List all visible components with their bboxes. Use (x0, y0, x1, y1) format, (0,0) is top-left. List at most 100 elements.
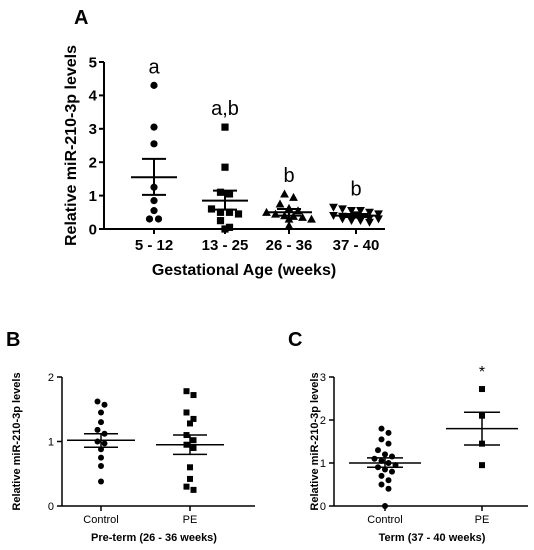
y-tick-label: 5 (89, 54, 97, 71)
y-tick-label: 1 (320, 458, 326, 470)
data-point (98, 454, 104, 461)
x-tick-label: 37 - 40 (333, 237, 380, 254)
data-point (375, 447, 381, 454)
x-tick-label: Control (367, 514, 402, 526)
y-tick-label: 3 (89, 121, 97, 138)
data-point (101, 401, 108, 408)
data-point (187, 464, 193, 471)
data-point (190, 437, 197, 444)
y-tick-label: 4 (89, 88, 98, 105)
significance-label: * (479, 364, 485, 381)
data-point (479, 462, 485, 469)
data-point (347, 207, 356, 216)
data-point (183, 483, 190, 490)
y-tick-label: 2 (48, 372, 54, 384)
data-point (150, 140, 158, 148)
data-point (150, 207, 158, 215)
data-point (98, 419, 104, 426)
y-tick-label: 1 (89, 188, 97, 205)
data-point (378, 481, 385, 488)
chart-a-gestational-age: 0 1 2 3 4 5 Relative miR-210-3p levels Gestatio… (63, 45, 385, 279)
data-point (385, 429, 392, 436)
data-point (371, 455, 378, 462)
data-point (365, 208, 374, 217)
data-point (378, 436, 385, 443)
data-point (150, 123, 158, 131)
y-axis-title: Relative miR-210-3p levels (11, 372, 23, 510)
x-tick-label: 5 - 12 (135, 237, 173, 254)
data-point (374, 215, 383, 224)
data-point (187, 475, 193, 482)
data-point (356, 207, 365, 216)
y-tick-label: 0 (89, 221, 97, 238)
data-point (389, 453, 395, 460)
data-point (275, 199, 285, 208)
panel-label-c: C (288, 329, 302, 351)
data-point (216, 217, 225, 225)
data-point (183, 409, 190, 416)
data-point (94, 438, 101, 445)
data-point (190, 392, 197, 399)
data-point (284, 221, 294, 230)
data-point (187, 420, 193, 427)
x-tick-label: Control (83, 514, 118, 526)
y-tick-label: 2 (320, 415, 326, 427)
data-point (190, 444, 197, 451)
data-point (190, 486, 197, 493)
data-point (378, 472, 385, 479)
data-point (98, 409, 104, 416)
y-tick-label: 2 (89, 154, 97, 171)
data-point (378, 425, 385, 432)
data-point (98, 463, 104, 470)
data-point (382, 451, 388, 458)
data-point (385, 477, 392, 484)
data-point (150, 81, 158, 89)
data-point (94, 398, 101, 405)
data-point (101, 440, 108, 447)
significance-label: a,b (211, 98, 239, 120)
data-point (216, 208, 225, 216)
data-point (385, 485, 392, 492)
data-point (347, 217, 356, 226)
significance-label: b (283, 165, 294, 187)
data-point (98, 478, 104, 485)
y-tick-label: 0 (320, 501, 326, 513)
significance-label: a (148, 56, 160, 78)
data-point (280, 189, 289, 198)
data-point (207, 205, 216, 213)
data-point (284, 214, 294, 223)
data-point (382, 503, 388, 509)
x-tick-label: 26 - 36 (266, 237, 313, 254)
data-point (145, 215, 154, 223)
data-point (221, 123, 229, 131)
data-point (150, 197, 158, 205)
x-axis-title: Pre-term (26 - 36 weeks) (91, 532, 217, 544)
y-tick-label: 3 (320, 372, 326, 384)
data-point (389, 468, 395, 475)
significance-label: b (350, 178, 361, 200)
data-point (190, 415, 197, 422)
x-tick-label: PE (475, 514, 490, 526)
data-point (329, 203, 338, 212)
data-point (298, 212, 307, 221)
data-point (225, 190, 234, 198)
y-tick-label: 0 (48, 501, 54, 513)
chart-b-pre-term: 0 1 2 Relative miR-210-3p levels Pre-term (2… (11, 372, 255, 544)
data-point (338, 205, 347, 214)
data-point (385, 440, 392, 447)
panel-label-a: A (74, 7, 88, 29)
data-point (154, 215, 163, 223)
data-point (225, 223, 234, 231)
y-axis-title: Relative miR-210-3p levels (309, 372, 321, 510)
data-point (94, 426, 101, 433)
panel-label-b: B (6, 329, 20, 351)
data-point (221, 225, 229, 233)
data-point (183, 388, 190, 395)
data-point (216, 188, 225, 196)
data-point (221, 163, 229, 171)
data-point (479, 386, 485, 393)
data-point (374, 210, 383, 219)
data-point (365, 218, 374, 227)
